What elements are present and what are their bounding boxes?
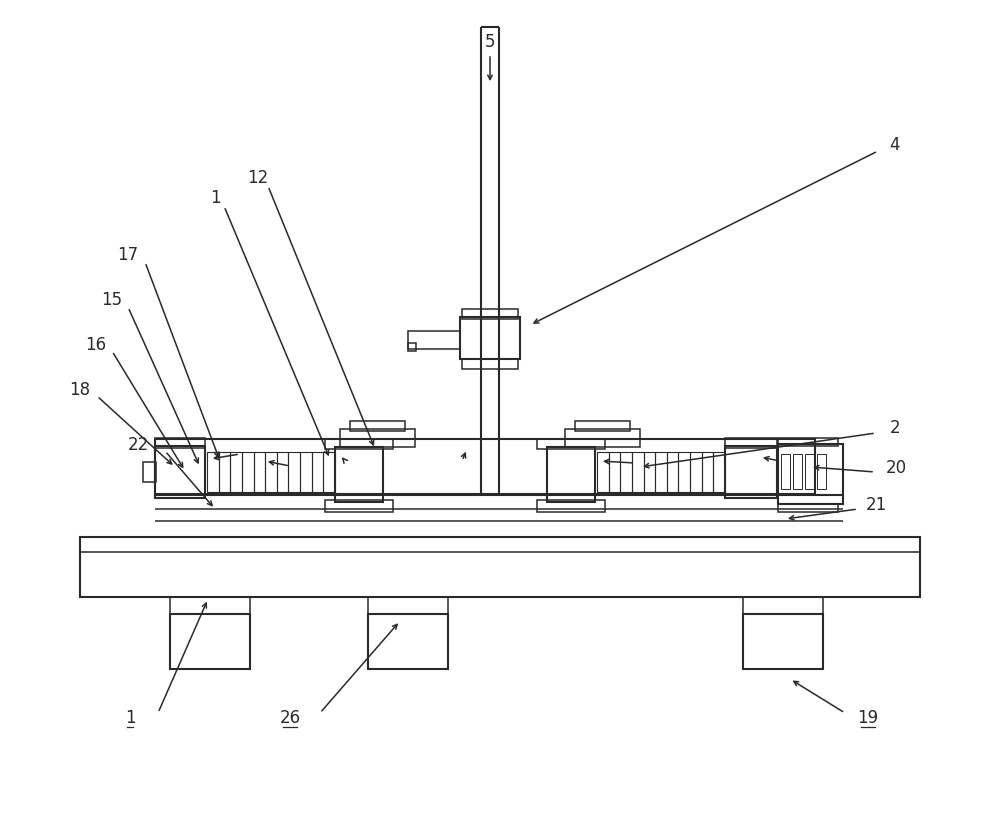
Bar [350, 421, 405, 431]
Bar [644, 452, 655, 493]
Text: 5: 5 [485, 33, 495, 51]
Bar [288, 452, 300, 493]
Text: 21: 21 [865, 495, 887, 513]
Bar [155, 446, 205, 498]
Text: 1: 1 [210, 189, 220, 207]
Bar [713, 452, 725, 493]
Bar [325, 500, 393, 513]
Bar [620, 452, 632, 493]
Bar [632, 452, 644, 493]
Text: 19: 19 [857, 708, 879, 726]
Bar [323, 452, 335, 493]
Bar [155, 440, 815, 494]
Bar [219, 452, 230, 493]
Bar [155, 439, 205, 449]
Bar [312, 452, 323, 493]
Bar [609, 452, 620, 493]
Bar [725, 446, 777, 498]
Bar [778, 445, 843, 504]
Bar [462, 310, 518, 320]
Text: 2: 2 [890, 418, 900, 436]
Bar [460, 318, 520, 359]
Bar [547, 447, 595, 503]
Text: 15: 15 [101, 291, 123, 309]
Bar [207, 452, 219, 493]
Text: 17: 17 [117, 246, 139, 263]
Bar [778, 504, 838, 513]
Bar [300, 452, 312, 493]
Bar [805, 455, 814, 489]
Bar [690, 452, 702, 493]
Bar [80, 537, 920, 597]
Text: 26: 26 [279, 708, 301, 726]
Bar [408, 331, 460, 349]
Bar [565, 430, 640, 447]
Bar [265, 452, 277, 493]
Bar [793, 455, 802, 489]
Bar [143, 463, 156, 483]
Bar [408, 344, 416, 352]
Bar [277, 452, 288, 493]
Bar [817, 455, 826, 489]
Bar [230, 452, 242, 493]
Bar [242, 452, 254, 493]
Bar [335, 447, 383, 503]
Text: 20: 20 [885, 459, 907, 476]
Bar [340, 430, 415, 447]
Bar [725, 439, 777, 449]
Bar [743, 614, 823, 669]
Text: 1: 1 [125, 708, 135, 726]
Text: 22: 22 [127, 436, 149, 454]
Bar [667, 452, 678, 493]
Text: 12: 12 [247, 169, 269, 187]
Bar [462, 359, 518, 369]
Bar [778, 439, 838, 446]
Text: 4: 4 [890, 136, 900, 154]
Bar [575, 421, 630, 431]
Bar [170, 614, 250, 669]
Bar [254, 452, 265, 493]
Bar [537, 440, 605, 450]
Bar [678, 452, 690, 493]
Bar [781, 455, 790, 489]
Text: 16: 16 [85, 335, 107, 354]
Bar [655, 452, 667, 493]
Bar [368, 614, 448, 669]
Bar [702, 452, 713, 493]
Bar [597, 452, 609, 493]
Text: 18: 18 [69, 381, 91, 398]
Bar [325, 440, 393, 450]
Bar [537, 500, 605, 513]
